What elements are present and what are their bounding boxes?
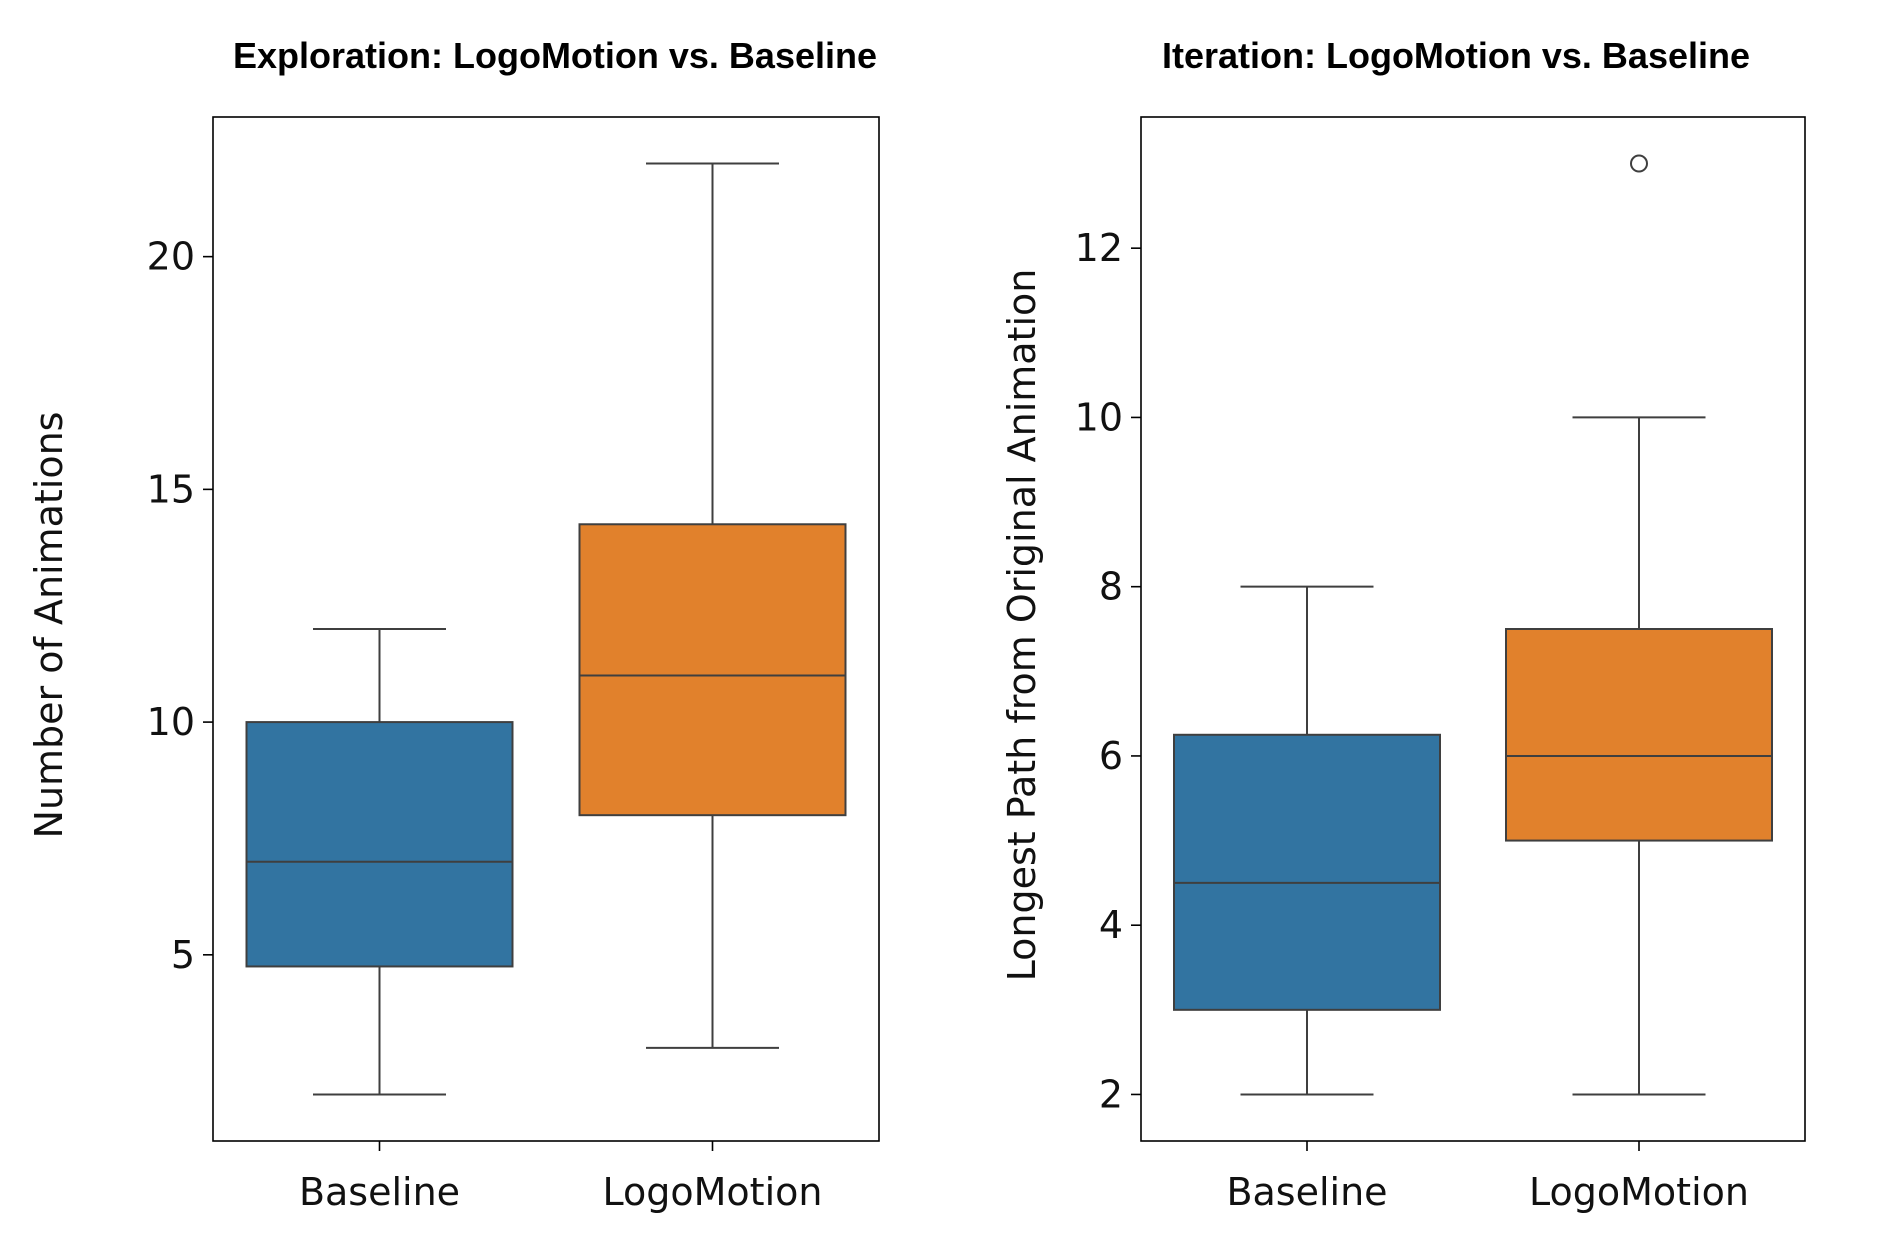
y-axis-label: Number of Animations [27,412,71,839]
y-tick-label: 15 [147,467,195,511]
y-tick-label: 8 [1099,565,1123,609]
box-logomotion [578,523,847,817]
exploration-panel: Exploration: LogoMotion vs. Baseline Num… [27,35,880,1214]
y-tick-label: 10 [147,700,195,744]
x-tick-label: Baseline [299,1170,460,1214]
chart-title: Exploration: LogoMotion vs. Baseline [233,35,877,76]
y-tick-label: 2 [1099,1072,1123,1116]
plot-frame [212,116,880,1142]
x-tick-label: LogoMotion [603,1170,823,1214]
y-axis-label: Longest Path from Original Animation [1000,269,1044,982]
chart-title: Iteration: LogoMotion vs. Baseline [1162,35,1750,76]
y-tick-label: 5 [171,933,195,977]
box-baseline [1173,733,1441,1011]
y-tick-label: 4 [1099,903,1123,947]
y-tick-label: 20 [147,235,195,279]
y-tick-label: 6 [1099,734,1123,778]
outlier-point [1630,154,1648,173]
x-tick-label: Baseline [1226,1170,1387,1214]
x-tick-label: LogoMotion [1529,1170,1749,1214]
y-tick-label: 12 [1075,226,1123,270]
box-baseline [245,721,514,968]
iteration-panel: Iteration: LogoMotion vs. Baseline Longe… [1000,35,1806,1214]
box-logomotion [1505,628,1773,842]
plot-frame [1140,116,1806,1142]
y-tick-label: 10 [1075,395,1123,439]
